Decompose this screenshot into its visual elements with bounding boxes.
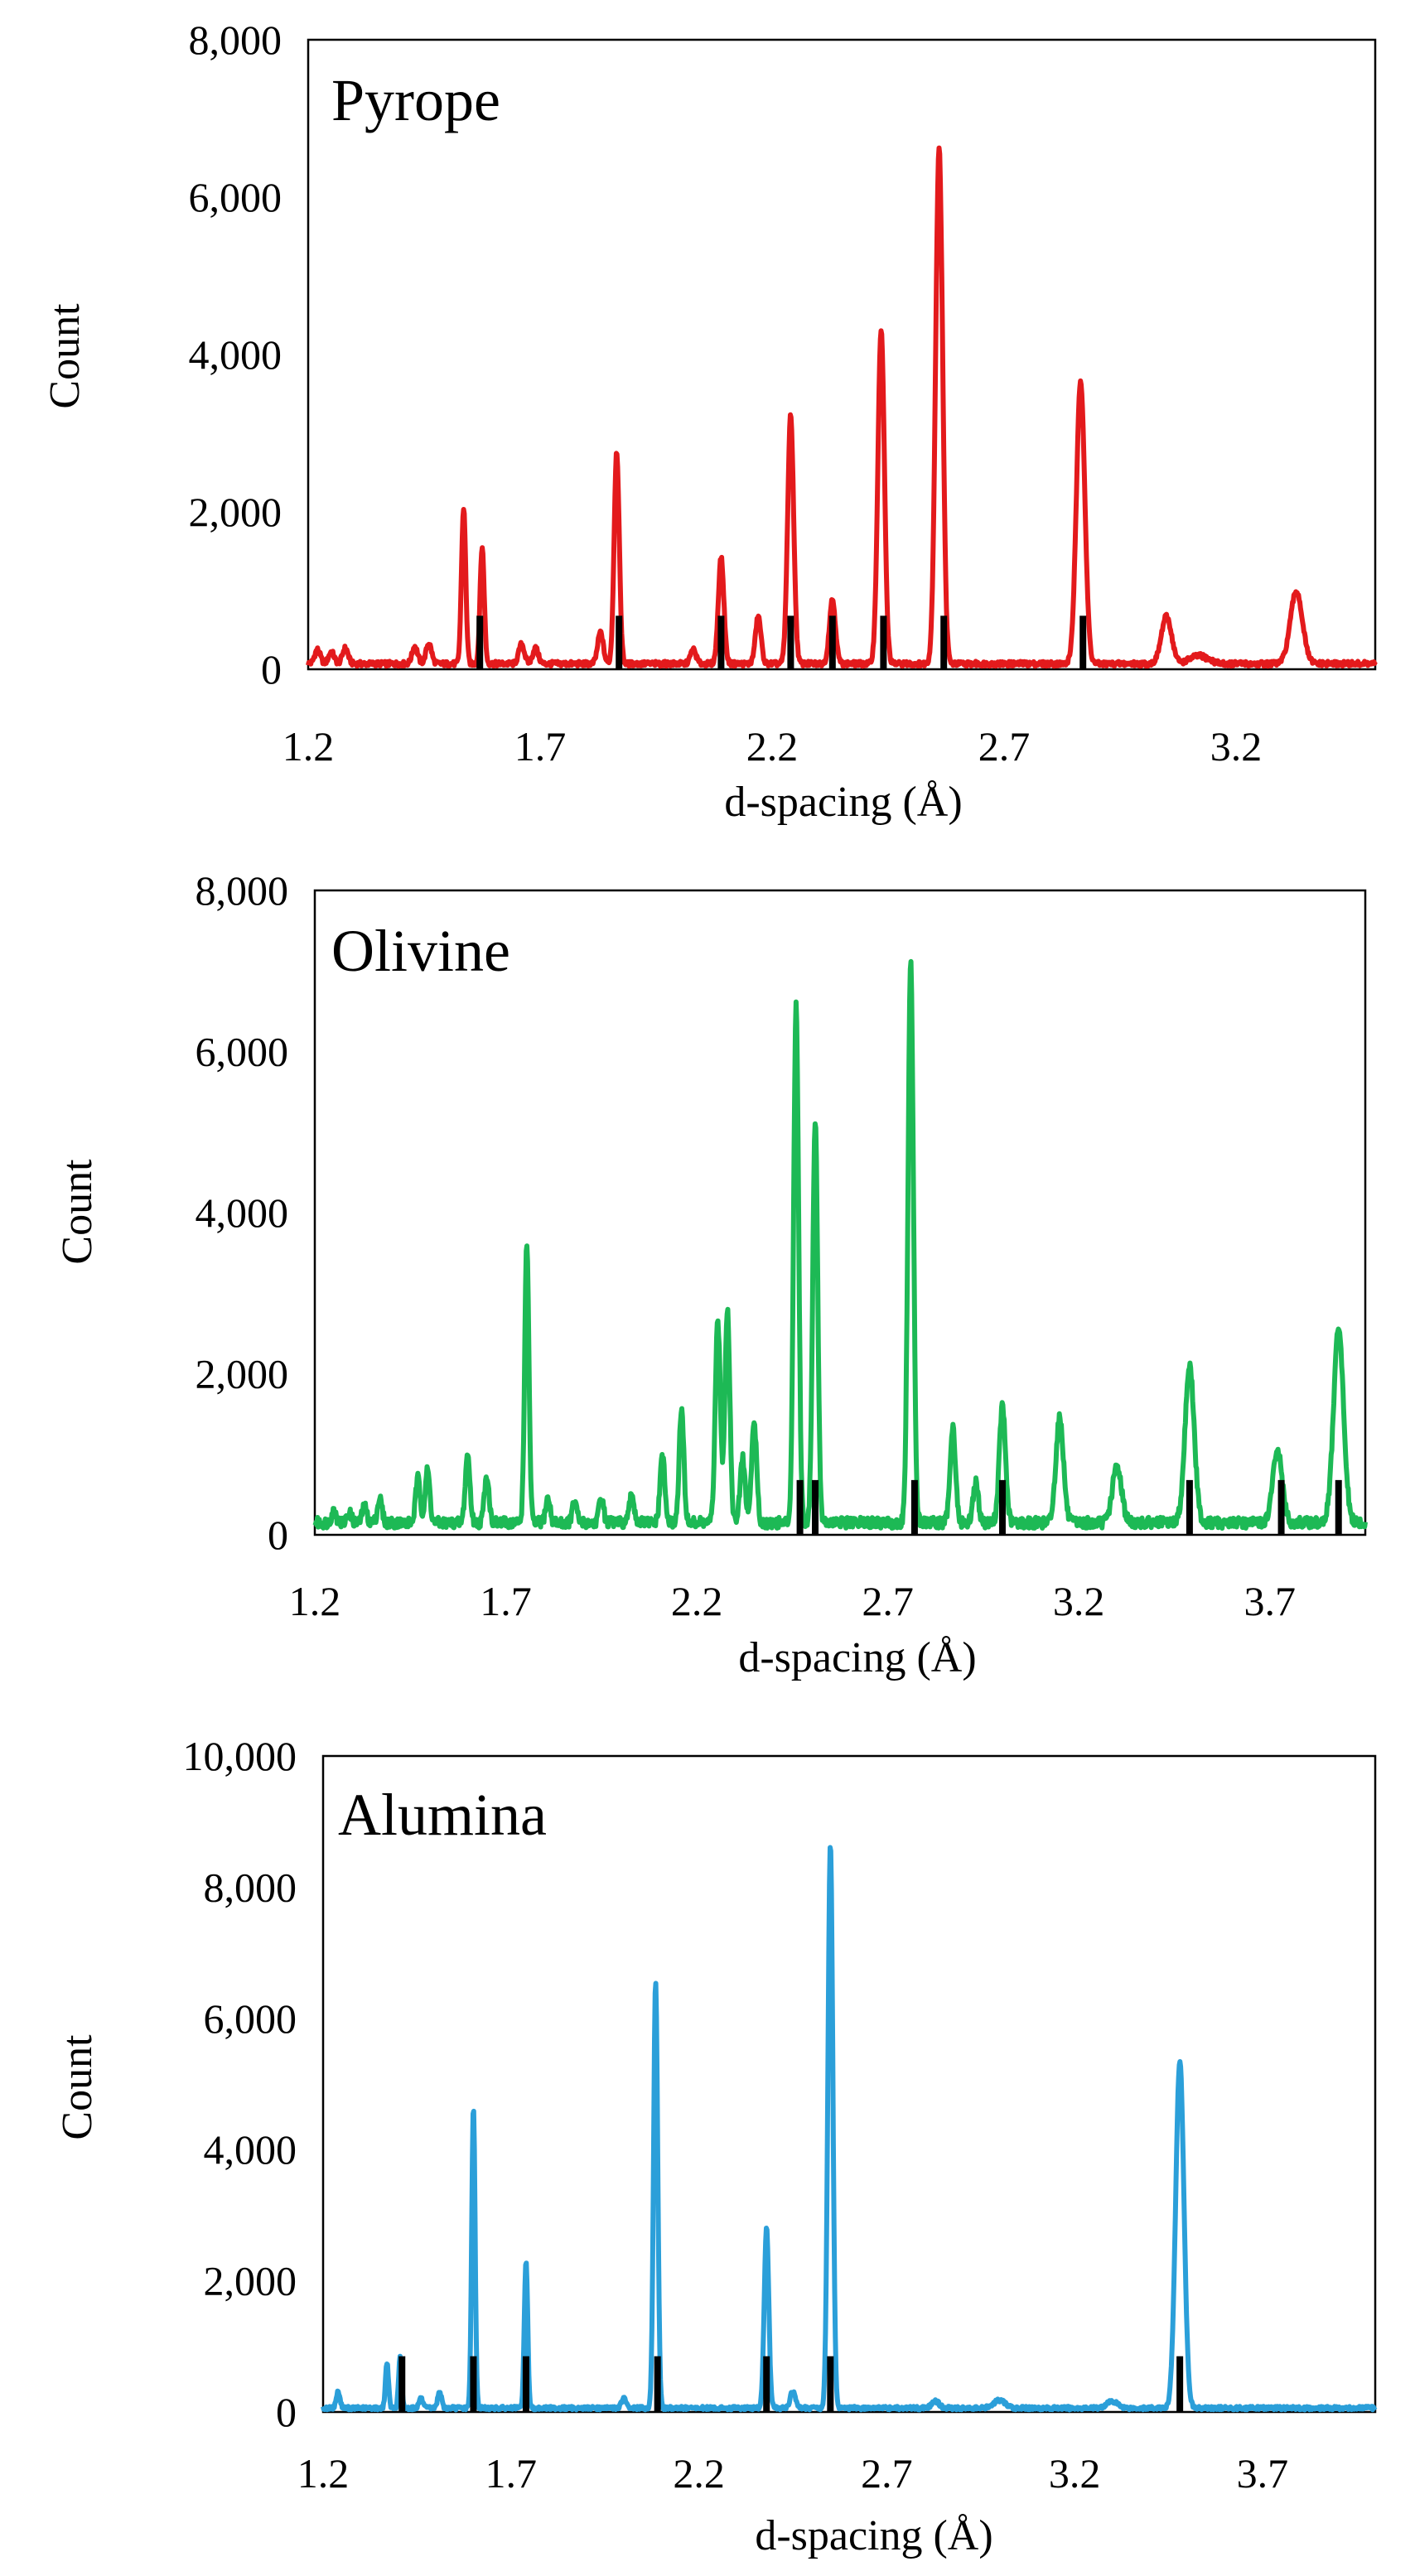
reference-peak-marker: [880, 615, 887, 669]
y-axis-label: Count: [54, 2034, 101, 2140]
x-tick-label: 3.7: [1237, 2450, 1289, 2496]
reference-peak-marker: [654, 2356, 661, 2412]
y-axis-label: Count: [41, 303, 89, 409]
reference-peak-marker: [910, 1479, 918, 1535]
diffraction-series-line: [312, 958, 1368, 1531]
y-tick-label: 2,000: [196, 1351, 289, 1397]
plot-frame: [307, 38, 1377, 671]
x-tick-label: 2.7: [978, 723, 1031, 769]
pyrope-panel: d-spacing (Å) Count 1.2 1.7 2.2 2.7 3.2 0 2,00…: [41, 17, 1378, 826]
reference-peak-marker: [828, 615, 836, 669]
y-tick-label: 6,000: [204, 1995, 297, 2042]
x-tick-label: 2.2: [746, 723, 799, 769]
reference-peak-marker: [827, 2356, 834, 2412]
y-tick-label: 0: [276, 2389, 297, 2435]
reference-peak-marker: [763, 2356, 770, 2412]
y-tick-label: 6,000: [196, 1029, 289, 1075]
x-tick-label: 3.2: [1053, 1578, 1105, 1624]
reference-peak-marker: [787, 615, 794, 669]
panel-title: Alumina: [338, 1782, 547, 1848]
reference-peak-marker: [1277, 1479, 1285, 1535]
x-axis-label: d-spacing (Å): [724, 779, 962, 826]
x-tick-label: 2.2: [671, 1578, 723, 1624]
y-tick-label: 0: [261, 646, 282, 692]
plot-frame: [321, 1754, 1377, 2414]
y-tick-label: 4,000: [204, 2126, 297, 2173]
y-tick-label: 6,000: [189, 174, 283, 220]
y-tick-label: 2,000: [189, 489, 283, 535]
x-tick-label: 1.7: [485, 2450, 538, 2496]
y-axis-label: Count: [54, 1159, 101, 1265]
x-tick-label: 1.7: [514, 723, 567, 769]
x-tick-label: 3.7: [1244, 1578, 1296, 1624]
y-tick-label: 2,000: [204, 2258, 297, 2304]
reference-peak-marker: [940, 615, 948, 669]
x-tick-label: 3.2: [1210, 723, 1263, 769]
plot-frame: [313, 889, 1367, 1536]
x-tick-label: 2.7: [861, 2450, 913, 2496]
reference-peak-marker: [796, 1479, 804, 1535]
y-tick-label: 4,000: [196, 1189, 289, 1236]
y-tick-label: 0: [268, 1512, 288, 1558]
reference-peak-marker: [1186, 1479, 1193, 1535]
y-tick-label: 4,000: [189, 331, 283, 378]
y-tick-label: 8,000: [196, 867, 289, 914]
reference-peak-marker: [476, 615, 484, 669]
y-tick-label: 10,000: [183, 1733, 297, 1779]
y-tick-label: 8,000: [204, 1864, 297, 1910]
x-tick-label: 3.2: [1049, 2450, 1101, 2496]
x-tick-label: 1.2: [297, 2450, 350, 2496]
reference-peak-marker: [398, 2356, 406, 2412]
y-tick-label: 8,000: [189, 17, 283, 63]
x-axis-label: d-spacing (Å): [738, 1634, 976, 1681]
panel-title: Olivine: [331, 918, 510, 984]
reference-peak-marker: [717, 615, 725, 669]
diffraction-series-line: [306, 145, 1378, 669]
alumina-panel: d-spacing (Å) Count 1.2 1.7 2.2 2.7 3.2 3.7 0 2…: [54, 1733, 1378, 2559]
reference-peak-marker: [1176, 2356, 1184, 2412]
reference-peak-marker: [470, 2356, 477, 2412]
x-tick-label: 2.2: [673, 2450, 725, 2496]
x-tick-label: 1.2: [283, 723, 335, 769]
x-tick-label: 1.2: [289, 1578, 341, 1624]
x-axis-label: d-spacing (Å): [755, 2512, 992, 2559]
reference-peak-marker: [616, 615, 623, 669]
x-tick-label: 1.7: [480, 1578, 532, 1624]
diffraction-series-line: [321, 1845, 1378, 2413]
reference-peak-marker: [1079, 615, 1087, 669]
reference-peak-marker: [1335, 1479, 1342, 1535]
olivine-panel: d-spacing (Å) Count 1.2 1.7 2.2 2.7 3.2 3.7 0 2…: [54, 867, 1368, 1681]
x-tick-label: 2.7: [862, 1578, 914, 1624]
panel-title: Pyrope: [331, 67, 500, 133]
reference-peak-marker: [522, 2356, 529, 2412]
reference-peak-marker: [812, 1479, 819, 1535]
reference-peak-marker: [998, 1479, 1006, 1535]
